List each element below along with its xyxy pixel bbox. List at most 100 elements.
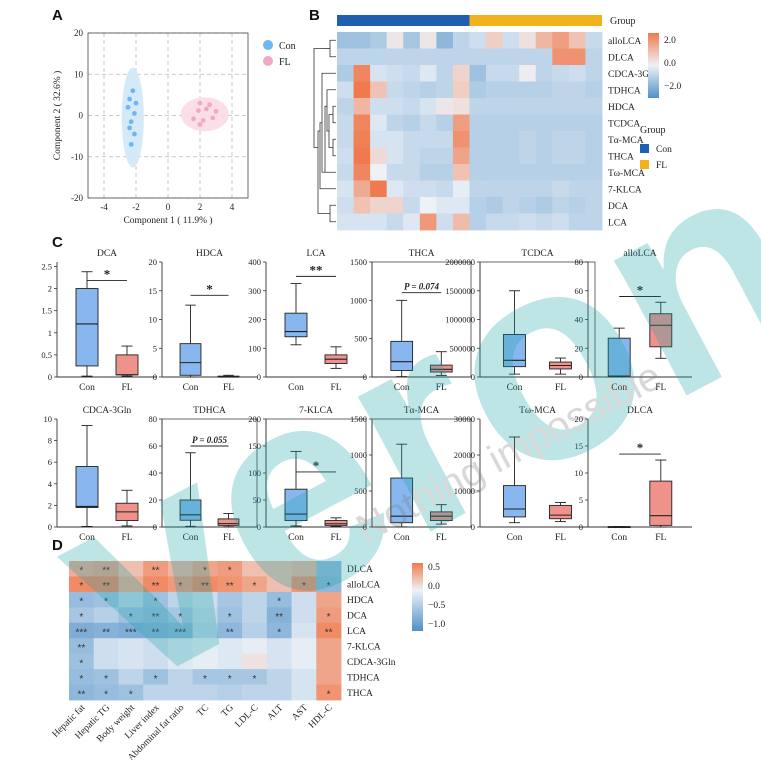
corr-col-label: LDL-C: [234, 703, 261, 730]
heatmap-cell: [386, 131, 404, 148]
corr-cell: [291, 638, 317, 655]
y-tick-label: 5: [579, 495, 583, 505]
corr-cell: [291, 561, 317, 577]
heatmap-cell: [337, 197, 354, 214]
box-panel-title: THCA: [409, 249, 435, 259]
row-dendrogram: [313, 39, 336, 223]
corr-sig-mark: *: [228, 674, 232, 685]
heatmap-cell: [337, 65, 354, 82]
dendrogram-branch: [313, 48, 322, 148]
heatmap-cell: [386, 48, 404, 66]
corr-row-label: THCA: [347, 689, 373, 699]
heatmap-cell: [452, 213, 470, 231]
heatmap-cell: [469, 213, 487, 231]
legend-label-fl: FL: [279, 57, 291, 68]
heatmap-cell: [419, 147, 437, 165]
heatmap-cell: [519, 213, 537, 231]
heatmap-cell: [386, 180, 404, 198]
corr-cell: [266, 638, 292, 655]
x-tick-label: 4: [230, 202, 235, 212]
box-iqr: [503, 485, 526, 518]
heatmap-cell: [403, 164, 421, 181]
con-point: [128, 141, 134, 147]
corr-cell: [242, 576, 268, 593]
heatmap-cell: [403, 197, 421, 214]
corr-sig-mark: **: [152, 581, 160, 592]
y-tick-label: 40: [575, 315, 584, 325]
corr-cell: [242, 591, 268, 608]
y-tick-label: 0: [48, 372, 52, 382]
heatmap-cell: [403, 131, 421, 148]
heatmap-cell: [353, 48, 371, 66]
y-tick-label: -20: [71, 193, 83, 203]
heatmap-cell: [370, 131, 388, 148]
heatmap-cell: [552, 213, 570, 231]
heatmap-cell: [535, 197, 553, 214]
panel-label-B: B: [309, 7, 320, 24]
heatmap-cell: [436, 180, 454, 198]
heatmap-cell: [436, 114, 454, 132]
box-iqr: [179, 499, 202, 521]
heatmap-cell: [486, 180, 504, 198]
con-point: [128, 119, 134, 125]
corr-cell: [143, 669, 169, 685]
x-tick-label: Con: [507, 383, 523, 393]
corr-cell: [217, 638, 243, 655]
heatmap-cell: [535, 147, 553, 165]
heatmap-cell: [568, 32, 586, 49]
corr-cell: [118, 638, 144, 655]
corr-sig-mark: **: [102, 566, 110, 577]
row-label: 7-KLCA: [608, 185, 642, 195]
dendrogram-branch: [319, 122, 336, 190]
y-tick-label: 400: [248, 257, 261, 267]
box-iqr: [217, 518, 240, 526]
x-tick-label: 2: [198, 202, 203, 212]
y-tick-label: 15: [575, 441, 584, 451]
corr-sig-mark: *: [154, 597, 158, 608]
heatmap-cell: [419, 213, 437, 231]
corr-cell: [69, 576, 95, 593]
corr-sig-mark: **: [226, 628, 234, 639]
y-tick-label: 500: [354, 334, 367, 344]
corr-sig-mark: **: [226, 581, 234, 592]
colorbar-b: [648, 33, 659, 98]
heatmap-cell: [436, 81, 454, 99]
sig-label: *: [637, 283, 644, 298]
corr-sig-mark: *: [79, 597, 83, 608]
corr-row-label: DCA: [347, 612, 367, 622]
heatmap-cell: [436, 147, 454, 165]
corr-sig-mark: *: [178, 581, 182, 592]
heatmap-cell: [502, 147, 520, 165]
corr-sig-mark: *: [104, 674, 108, 685]
fl-point: [204, 106, 209, 112]
row-label: TCDCA: [608, 119, 640, 129]
heatmap-cell: [585, 147, 603, 165]
box-panel-hdca: HDCA 0 5 10 15 20 Con FL *: [149, 249, 257, 393]
corr-cell: [217, 607, 243, 624]
heatmap-cell: [585, 164, 603, 181]
corr-sig-mark: *: [302, 581, 306, 592]
con-ellipse: [121, 67, 144, 168]
dendrogram-branch: [332, 138, 336, 157]
corr-cell: [167, 653, 194, 670]
corr-sig-mark: *: [79, 581, 83, 592]
dendrogram-branch: [317, 130, 330, 214]
box-panel-tcdca: TCDCA 0 500000 1000000 1500000 2000000 Con FL: [445, 249, 596, 393]
sig-label: **: [310, 262, 323, 277]
box-panel-frame: [265, 418, 367, 528]
corr-cell: [167, 607, 194, 624]
heatmap-cell: [419, 48, 437, 66]
heatmap-cell: [370, 32, 388, 49]
corr-sig-mark: **: [77, 689, 85, 700]
legend-swatch-fl: [263, 56, 273, 66]
heatmap-cell: [452, 147, 470, 165]
corr-cell: [192, 653, 218, 670]
x-tick-label: FL: [330, 533, 341, 543]
heatmap-cell: [552, 98, 570, 115]
corr-sig-mark: **: [325, 628, 333, 639]
heatmap-cell: [436, 98, 454, 115]
y-tick-label: 30000: [454, 414, 475, 424]
fl-point: [213, 108, 219, 114]
corr-sig-mark: *: [203, 674, 207, 685]
